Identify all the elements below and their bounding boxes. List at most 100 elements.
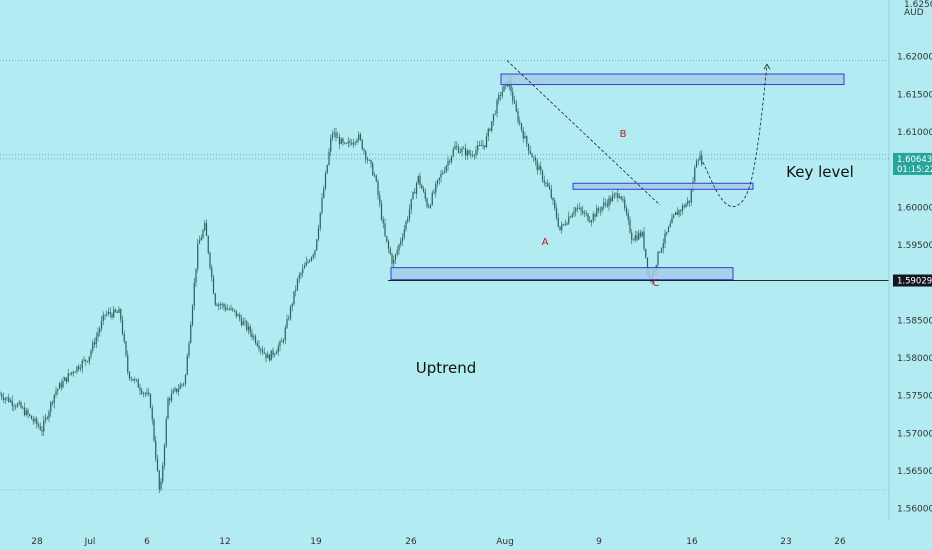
candle-body	[104, 314, 106, 316]
time-axis[interactable]: 28 Jul 6 12 19 26 Aug 9 16 23 26	[31, 537, 846, 547]
candle-body	[583, 212, 586, 214]
candle-body	[547, 183, 549, 187]
candle-body	[333, 132, 335, 134]
candle-body	[499, 95, 502, 96]
overlays	[388, 60, 889, 281]
candle-body	[312, 254, 314, 258]
candle-body	[662, 243, 664, 249]
candle-body	[634, 235, 636, 241]
candle-body	[32, 419, 34, 422]
candle-body	[569, 216, 572, 218]
candle-body	[46, 417, 48, 419]
candle-body	[701, 155, 703, 165]
candle-body	[377, 181, 379, 196]
candle-body	[30, 415, 33, 420]
candle-body	[527, 143, 530, 151]
candle-body	[246, 321, 248, 330]
candle-body	[568, 216, 570, 224]
candle-body	[15, 406, 17, 408]
candle-body	[363, 149, 365, 152]
candle-body	[631, 232, 633, 240]
x-tick-label: Aug	[496, 537, 514, 547]
candle-body	[127, 355, 129, 372]
candle-body	[281, 341, 283, 343]
candle-body	[64, 377, 66, 382]
candle-body	[576, 207, 579, 209]
candle-body	[72, 371, 75, 373]
candle-body	[611, 195, 614, 202]
candle-body	[251, 332, 253, 338]
y-tick-label: 1.58500	[897, 316, 932, 326]
candle-body	[396, 250, 398, 255]
candle-body	[475, 150, 477, 156]
candle-body	[344, 142, 346, 144]
candle-body	[57, 388, 59, 392]
candle-body	[240, 318, 243, 326]
zone-top[interactable]	[500, 73, 845, 86]
candle-body	[176, 388, 178, 392]
candle-body	[309, 261, 311, 262]
candle-body	[95, 336, 97, 345]
candle-body	[540, 166, 542, 171]
y-tick-label: 1.56500	[897, 467, 932, 477]
candle-body	[646, 257, 649, 272]
candle-body	[545, 182, 547, 184]
key-level-label: Key level	[786, 163, 854, 181]
candle-body	[2, 397, 5, 400]
candle-body	[538, 166, 540, 170]
candle-body	[449, 161, 451, 162]
candle-body	[254, 336, 257, 344]
candle-body	[149, 394, 152, 408]
zone-bottom[interactable]	[390, 267, 734, 281]
x-tick-label: 16	[686, 537, 698, 547]
candle-body	[316, 239, 318, 251]
zone-key[interactable]	[572, 182, 754, 190]
candle-body	[608, 198, 610, 206]
x-tick-label: 12	[219, 537, 230, 547]
candle-body	[307, 261, 309, 263]
x-tick-label: 6	[144, 537, 150, 547]
candle-body	[459, 151, 461, 153]
candle-body	[496, 100, 498, 114]
candle-body	[93, 342, 96, 345]
candle-body	[550, 189, 552, 198]
candle-body	[181, 384, 183, 386]
candle-body	[186, 355, 188, 375]
candle-body	[300, 273, 302, 276]
trendline[interactable]	[506, 60, 661, 206]
candle-body	[373, 175, 376, 177]
candle-body	[639, 232, 642, 237]
candle-body	[205, 223, 208, 236]
price-axis[interactable]: 1.62500 AUD 1.620001.615001.610001.60500…	[888, 0, 932, 520]
candle-body	[305, 261, 307, 266]
candle-body	[247, 326, 250, 330]
candle-body	[144, 392, 146, 394]
candle-body	[27, 410, 29, 415]
candle-body	[223, 304, 225, 307]
candle-body	[690, 190, 692, 203]
candle-body	[58, 383, 61, 389]
candle-body	[102, 314, 104, 321]
candle-body	[183, 383, 185, 385]
candle-body	[212, 276, 215, 294]
candle-body	[97, 332, 99, 337]
candle-body	[492, 113, 495, 122]
candle-body	[37, 424, 40, 427]
candle-body	[415, 183, 418, 194]
candle-body	[627, 213, 629, 220]
candle-body	[464, 148, 467, 156]
candle-body	[480, 144, 482, 147]
candle-body	[674, 212, 677, 215]
candle-body	[625, 208, 628, 214]
candle-body	[83, 359, 85, 361]
candle-body	[128, 371, 131, 379]
candle-body	[349, 141, 351, 143]
candle-body	[659, 251, 661, 253]
candle-body	[519, 121, 521, 124]
candle-body	[174, 388, 176, 391]
candle-body	[218, 304, 220, 306]
candle-body	[433, 192, 435, 194]
candle-body	[230, 308, 232, 310]
candle-body	[410, 199, 412, 210]
candle-body	[324, 173, 327, 189]
